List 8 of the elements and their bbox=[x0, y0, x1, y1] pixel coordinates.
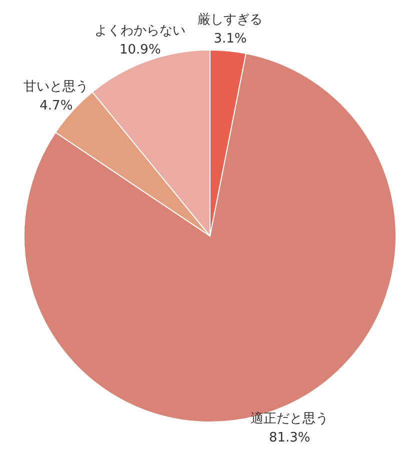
slice-label: 適正だと思う bbox=[250, 410, 329, 427]
data-label: 4.7% bbox=[40, 98, 73, 114]
slice-label: 甘いと思う bbox=[24, 80, 89, 95]
slice-label: よくわからない bbox=[94, 24, 186, 39]
slice-label: 厳しすぎる bbox=[198, 12, 263, 28]
data-label: 3.1% bbox=[214, 32, 247, 47]
data-label: 10.9% bbox=[120, 42, 161, 58]
data-label: 81.3% bbox=[268, 430, 310, 446]
